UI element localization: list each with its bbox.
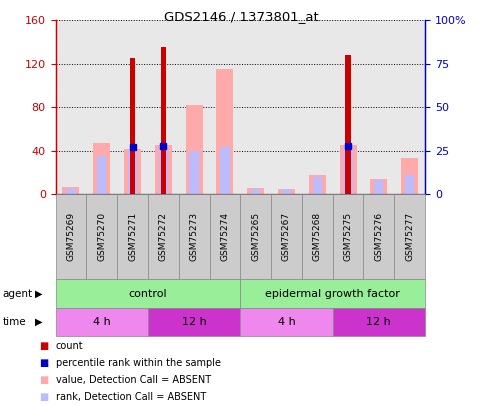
Text: GSM75269: GSM75269 (67, 212, 75, 262)
Text: GSM75276: GSM75276 (374, 212, 384, 262)
Bar (374, 181, 384, 194)
Text: ■: ■ (39, 392, 48, 402)
Text: GSM75265: GSM75265 (251, 212, 260, 262)
Bar (343, 146, 353, 194)
Bar (370, 179, 387, 194)
Text: GSM75270: GSM75270 (97, 212, 106, 262)
Text: GSM75275: GSM75275 (343, 212, 353, 262)
Bar (62, 187, 79, 194)
Bar (313, 177, 322, 194)
Text: value, Detection Call = ABSENT: value, Detection Call = ABSENT (56, 375, 211, 385)
Bar (124, 149, 141, 194)
Bar (216, 69, 233, 194)
Text: 12 h: 12 h (182, 317, 206, 327)
Text: time: time (2, 317, 26, 327)
Text: epidermal growth factor: epidermal growth factor (265, 289, 400, 298)
Text: percentile rank within the sample: percentile rank within the sample (56, 358, 221, 368)
Text: count: count (56, 341, 83, 351)
Text: GSM75268: GSM75268 (313, 212, 322, 262)
Bar (401, 158, 418, 194)
Text: ■: ■ (39, 358, 48, 368)
Bar (128, 149, 137, 194)
Bar (345, 55, 351, 194)
Bar (66, 189, 75, 194)
Text: control: control (128, 289, 167, 298)
Text: ▶: ▶ (35, 317, 43, 327)
Bar (159, 147, 168, 194)
Text: GSM75271: GSM75271 (128, 212, 137, 262)
Text: GSM75272: GSM75272 (159, 213, 168, 261)
Text: 4 h: 4 h (278, 317, 295, 327)
Bar (282, 189, 291, 194)
Bar (340, 145, 356, 194)
Text: ■: ■ (39, 375, 48, 385)
Text: agent: agent (2, 289, 32, 298)
Bar (93, 143, 110, 194)
Text: GDS2146 / 1373801_at: GDS2146 / 1373801_at (164, 10, 319, 23)
Text: 4 h: 4 h (93, 317, 111, 327)
Bar (189, 151, 199, 194)
Bar (309, 175, 326, 194)
Bar (278, 189, 295, 194)
Bar (251, 189, 260, 194)
Bar (97, 156, 106, 194)
Text: GSM75267: GSM75267 (282, 212, 291, 262)
Text: GSM75273: GSM75273 (190, 212, 199, 262)
Text: GSM75277: GSM75277 (405, 212, 414, 262)
Bar (155, 145, 172, 194)
Bar (160, 47, 166, 194)
Text: ■: ■ (39, 341, 48, 351)
Text: rank, Detection Call = ABSENT: rank, Detection Call = ABSENT (56, 392, 206, 402)
Bar (185, 105, 202, 194)
Bar (405, 175, 414, 194)
Bar (220, 147, 229, 194)
Text: GSM75274: GSM75274 (220, 213, 229, 261)
Bar (247, 188, 264, 194)
Text: ▶: ▶ (35, 289, 43, 298)
Bar (130, 58, 135, 194)
Text: 12 h: 12 h (367, 317, 391, 327)
